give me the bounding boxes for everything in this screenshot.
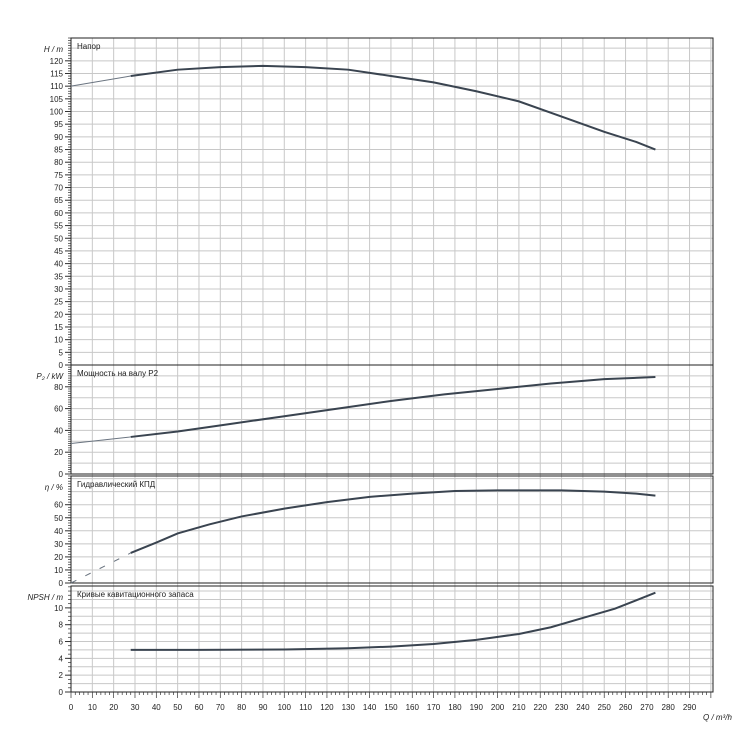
y-tick-label: 80 <box>54 383 63 392</box>
panel-frame <box>70 475 714 584</box>
y-tick-label: 70 <box>54 184 63 193</box>
y-tick-label: 90 <box>54 133 63 142</box>
y-tick-label: 6 <box>59 638 64 647</box>
x-tick-label: 200 <box>491 703 505 712</box>
x-tick-label: 250 <box>598 703 612 712</box>
y-tick-label: 10 <box>54 336 63 345</box>
y-tick-label: 0 <box>59 688 64 697</box>
panel-frame <box>70 585 714 693</box>
y-tick-label: 8 <box>59 621 64 630</box>
y-tick-label: 120 <box>50 57 64 66</box>
y-tick-label: 50 <box>54 234 63 243</box>
y-axis-label: NPSH / m <box>27 593 63 602</box>
y-tick-label: 20 <box>54 553 63 562</box>
x-tick-label: 120 <box>320 703 334 712</box>
y-tick-label: 0 <box>59 579 64 588</box>
y-tick-label: 60 <box>54 501 63 510</box>
y-axis-label: η / % <box>45 483 63 492</box>
x-tick-label: 110 <box>299 703 312 712</box>
x-axis-label: Q / m³/h <box>703 713 732 722</box>
y-tick-label: 50 <box>54 514 63 523</box>
x-tick-label: 0 <box>69 703 74 712</box>
x-tick-label: 70 <box>216 703 225 712</box>
y-tick-label: 40 <box>54 527 63 536</box>
x-tick-label: 280 <box>662 703 676 712</box>
panel-title: Мощность на валу P2 <box>77 369 159 378</box>
y-tick-label: 15 <box>54 323 63 332</box>
y-tick-label: 40 <box>54 426 63 435</box>
x-tick-label: 30 <box>131 703 140 712</box>
y-axis-label: H / m <box>44 45 63 54</box>
series-extrapolated-line <box>70 75 131 87</box>
y-tick-label: 5 <box>59 348 64 357</box>
series-line <box>130 375 656 438</box>
x-tick-label: 90 <box>259 703 268 712</box>
x-tick-label: 80 <box>237 703 246 712</box>
x-tick-label: 20 <box>109 703 118 712</box>
x-tick-label: 40 <box>152 703 161 712</box>
x-tick-label: 140 <box>363 703 377 712</box>
y-tick-label: 10 <box>54 566 63 575</box>
x-tick-label: 260 <box>619 703 633 712</box>
x-tick-label: 50 <box>173 703 182 712</box>
x-tick-label: 290 <box>683 703 697 712</box>
series-extrapolated-line <box>70 552 131 584</box>
panel-title: Гидравлический КПД <box>77 480 156 489</box>
y-tick-label: 75 <box>54 171 63 180</box>
x-tick-label: 210 <box>512 703 526 712</box>
y-tick-label: 110 <box>50 82 63 91</box>
y-tick-label: 85 <box>54 146 63 155</box>
y-tick-label: 30 <box>54 540 63 549</box>
panel-frame <box>70 364 714 475</box>
x-tick-label: 10 <box>88 703 97 712</box>
y-tick-label: 115 <box>50 69 63 78</box>
y-tick-label: 100 <box>50 108 64 117</box>
y-tick-label: 0 <box>59 470 64 479</box>
x-tick-label: 230 <box>555 703 569 712</box>
panel-title: Кривые кавитационного запаса <box>77 590 194 599</box>
y-tick-label: 20 <box>54 448 63 457</box>
x-tick-label: 100 <box>278 703 292 712</box>
x-tick-label: 240 <box>576 703 590 712</box>
x-tick-label: 270 <box>640 703 654 712</box>
series-extrapolated-line <box>70 436 131 444</box>
x-tick-label: 160 <box>406 703 420 712</box>
x-tick-label: 130 <box>342 703 356 712</box>
x-tick-label: 180 <box>448 703 462 712</box>
y-tick-label: 20 <box>54 310 63 319</box>
x-tick-label: 150 <box>384 703 398 712</box>
y-tick-label: 35 <box>54 272 63 281</box>
y-tick-label: 60 <box>54 405 63 414</box>
y-tick-label: 4 <box>59 654 64 663</box>
y-tick-label: 95 <box>54 120 63 129</box>
x-tick-label: 190 <box>470 703 484 712</box>
x-tick-label: 170 <box>427 703 441 712</box>
y-tick-label: 55 <box>54 222 63 231</box>
y-tick-label: 0 <box>59 361 64 370</box>
y-tick-label: 65 <box>54 196 63 205</box>
y-tick-label: 30 <box>54 285 63 294</box>
panel-frame <box>70 37 714 366</box>
series-line <box>130 64 656 151</box>
y-tick-label: 80 <box>54 158 63 167</box>
panel-title: Напор <box>77 42 101 51</box>
x-tick-label: 60 <box>195 703 204 712</box>
y-tick-label: 10 <box>54 604 63 613</box>
y-tick-label: 2 <box>59 671 64 680</box>
y-tick-label: 60 <box>54 209 63 218</box>
x-tick-label: 220 <box>534 703 548 712</box>
y-tick-label: 25 <box>54 298 63 307</box>
y-tick-label: 45 <box>54 247 63 256</box>
y-axis-label: P₂ / kW <box>36 372 64 381</box>
y-tick-label: 40 <box>54 260 63 269</box>
y-tick-label: 105 <box>50 95 64 104</box>
